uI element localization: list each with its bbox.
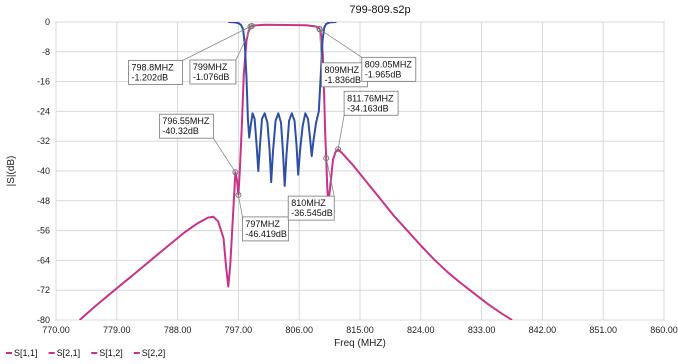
legend-label: S[1,1] [14,348,38,358]
annotation-marker [235,191,242,198]
annotation-leader [238,194,243,217]
annotation-label: 811.76MHZ [347,93,394,103]
annotation-label: 799MHZ [193,62,228,72]
x-tick-label: 824.00 [407,325,435,335]
y-tick-label: -80 [37,315,50,325]
annotation-label: 809.05MHZ [365,59,413,69]
annotation-box [158,113,214,139]
annotation-marker [248,23,255,30]
chart-title: 799-809.s2p [349,4,410,16]
annotation-marker [335,146,342,153]
annotation-label: -36.545dB [291,208,333,218]
x-tick-label: 842.00 [529,325,557,335]
annotation-marker [323,155,330,162]
x-tick-label: 860.00 [650,325,678,335]
annotation-leader [213,137,236,173]
annotation-label: 796.55MHZ [162,116,210,126]
y-tick-label: -64 [37,255,50,265]
annotation-leader [319,28,322,63]
x-tick-label: 806.00 [285,325,313,335]
annotation-box [189,59,237,85]
y-tick-label: -24 [37,106,50,116]
annotation-label: -1.836dB [324,75,361,85]
x-tick-label: 779.00 [103,325,131,335]
annotation-label: 809MHZ [324,65,359,75]
annotation-label: 810MHZ [291,198,326,208]
y-tick-label: -72 [37,285,50,295]
annotation-leader [235,25,253,61]
legend-label: S[2,1] [57,348,81,358]
y-tick-label: -56 [37,226,50,236]
x-tick-label: 797.00 [225,325,253,335]
annotation-label: -46.419dB [245,229,287,239]
legend-label: S[2,2] [142,348,166,358]
y-tick-label: -40 [37,166,50,176]
annotation-leader [337,115,345,150]
annotation-label: 797MHZ [245,219,280,229]
annotation-marker [316,26,323,33]
annotation-label: 798.8MHZ [132,62,175,72]
legend-label: S[1,2] [99,348,123,358]
annotation-label: -34.163dB [347,103,389,113]
annotation-box [361,56,417,82]
annotation-leader [319,28,363,58]
annotation-box [287,195,335,221]
x-tick-label: 770.00 [42,325,70,335]
y-tick-label: -8 [42,47,50,57]
y-tick-label: -32 [37,136,50,146]
annotation-leader [182,26,251,61]
series-s11 [228,22,337,187]
annotation-marker [232,169,239,176]
annotation-box [343,90,399,116]
series-s21 [78,23,513,320]
x-tick-label: 788.00 [164,325,192,335]
x-axis-title: Freq (MHZ) [334,338,386,349]
x-tick-label: 833.00 [468,325,496,335]
annotation-leader [325,158,335,197]
annotation-label: -1.076dB [193,72,230,82]
y-axis-title: |S|(dB) [6,156,17,187]
y-tick-label: -48 [37,196,50,206]
x-tick-label: 851.00 [589,325,617,335]
annotation-label: -40.32dB [162,126,199,136]
annotation-box [241,216,289,242]
annotation-box [128,60,183,85]
y-tick-label: -16 [37,77,50,87]
y-tick-label: 0 [45,17,50,27]
x-tick-label: 815.00 [346,325,374,335]
annotation-label: -1.965dB [365,69,402,79]
annotation-label: -1.202dB [132,72,169,82]
